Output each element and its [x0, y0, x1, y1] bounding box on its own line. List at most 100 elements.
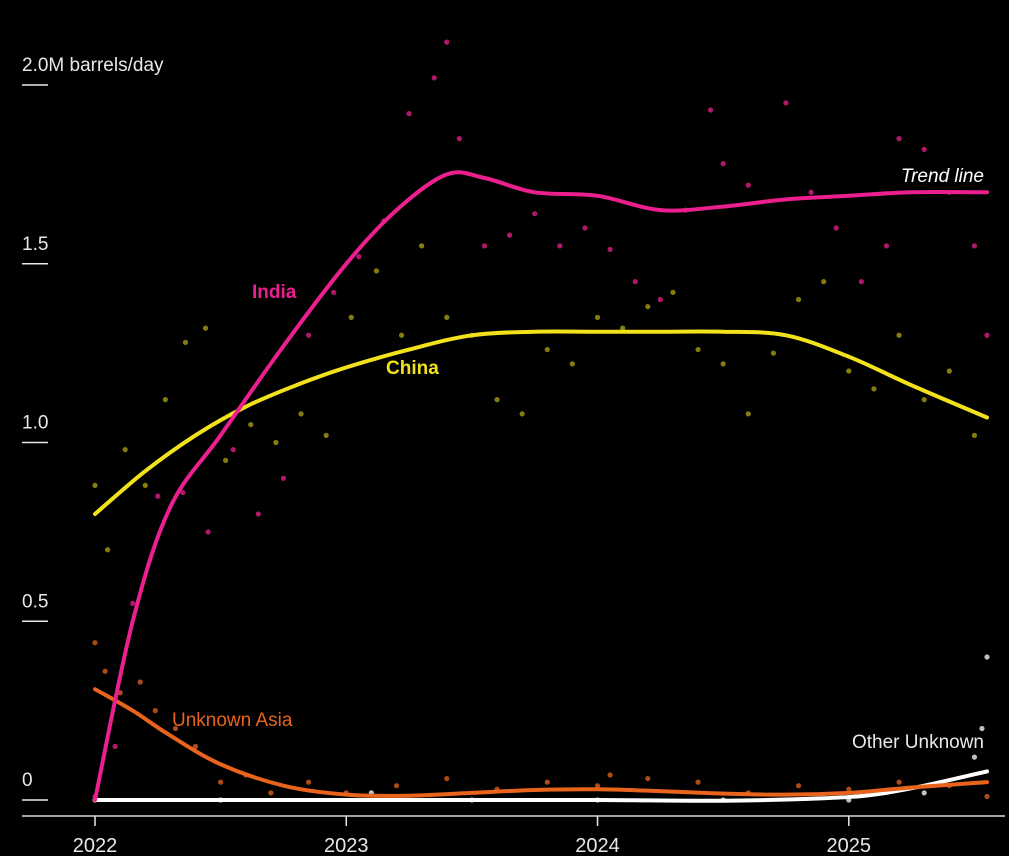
point-india — [808, 189, 814, 195]
trend-line-label: Trend line — [901, 166, 984, 187]
series-label-other-unknown: Other Unknown — [852, 732, 984, 753]
point-unknown-asia — [544, 779, 550, 785]
point-other-unknown — [984, 654, 990, 660]
point-india — [112, 743, 118, 749]
point-china — [104, 547, 111, 553]
annotations: India China Unknown Asia Other Unknown T… — [172, 166, 984, 753]
point-unknown-asia — [152, 708, 158, 714]
point-india — [971, 243, 978, 249]
point-india — [431, 75, 437, 81]
point-china — [770, 350, 777, 356]
point-india — [481, 243, 488, 249]
point-china — [273, 439, 279, 446]
point-india — [205, 529, 211, 535]
point-china — [419, 243, 425, 249]
series-label-china: China — [386, 358, 439, 379]
point-india — [532, 211, 538, 217]
point-china — [594, 314, 601, 320]
point-china — [182, 339, 189, 345]
y-tick-label: 2.0M barrels/day — [22, 55, 164, 76]
point-unknown-asia — [268, 790, 274, 796]
point-india — [506, 232, 513, 238]
point-india — [582, 225, 588, 231]
point-unknown-asia — [172, 725, 179, 732]
point-india — [745, 182, 751, 188]
point-unknown-asia — [846, 786, 852, 792]
y-tick-label: 1.5 — [22, 234, 48, 255]
point-china — [223, 457, 229, 463]
point-india — [255, 511, 261, 517]
point-india — [883, 243, 890, 249]
point-unknown-asia — [92, 640, 98, 646]
point-china — [162, 397, 168, 403]
trend-line-china — [93, 329, 989, 516]
point-unknown-asia — [102, 668, 108, 674]
point-unknown-asia — [896, 779, 902, 785]
point-china — [348, 314, 354, 320]
point-china — [921, 397, 927, 403]
point-india — [607, 246, 613, 253]
point-india — [331, 289, 337, 295]
trend-line-india — [93, 170, 989, 802]
point-india — [305, 332, 312, 338]
series-label-unknown-asia: Unknown Asia — [172, 710, 293, 731]
point-china — [795, 296, 802, 303]
point-china — [620, 325, 626, 331]
point-other-unknown — [979, 725, 985, 732]
axes: 2.0M barrels/day 1.5 1.0 0.5 0 2022 2023 2024 20… — [22, 55, 1005, 856]
trend-line-unknown-asia — [93, 687, 989, 798]
point-unknown-asia — [645, 775, 651, 782]
point-china — [142, 482, 148, 488]
point-unknown-asia — [137, 679, 143, 685]
point-china — [122, 447, 128, 453]
point-india — [921, 146, 927, 152]
point-india — [858, 279, 864, 285]
point-unknown-asia — [607, 772, 613, 778]
point-other-unknown — [921, 790, 927, 796]
point-unknown-asia — [393, 783, 400, 789]
point-china — [248, 422, 254, 428]
point-india — [406, 111, 412, 117]
point-india — [833, 225, 839, 231]
point-china — [323, 432, 329, 438]
point-unknown-asia — [218, 779, 224, 785]
series-label-india: India — [252, 282, 297, 303]
point-unknown-asia — [695, 779, 701, 785]
x-tick-label: 2024 — [575, 835, 620, 856]
trend-lines — [93, 170, 989, 803]
point-china — [896, 332, 902, 338]
point-india — [632, 279, 638, 285]
point-india — [557, 243, 563, 249]
point-china — [92, 482, 98, 488]
point-china — [821, 279, 827, 285]
point-india — [456, 136, 462, 142]
point-china — [720, 361, 726, 367]
point-india — [230, 447, 236, 453]
point-china — [645, 304, 651, 310]
trend-line-other-unknown — [93, 769, 989, 803]
y-tick-label: 0.5 — [22, 591, 48, 612]
point-unknown-asia — [594, 783, 601, 789]
point-unknown-asia — [795, 783, 802, 789]
x-tick-label: 2025 — [827, 835, 872, 856]
point-india — [657, 296, 663, 303]
point-india — [444, 39, 450, 45]
point-china — [298, 411, 304, 417]
x-tick-label: 2023 — [324, 835, 369, 856]
point-india — [783, 100, 789, 106]
point-china — [745, 411, 751, 417]
point-india — [356, 254, 362, 260]
point-other-unknown — [971, 754, 978, 760]
point-unknown-asia — [305, 779, 312, 785]
point-china — [544, 346, 550, 353]
point-india — [896, 136, 902, 142]
point-china — [569, 361, 576, 367]
point-india — [180, 489, 186, 496]
point-india — [708, 107, 714, 113]
point-china — [670, 289, 676, 295]
point-china — [946, 368, 952, 374]
point-china — [444, 314, 450, 320]
point-china — [373, 268, 380, 274]
